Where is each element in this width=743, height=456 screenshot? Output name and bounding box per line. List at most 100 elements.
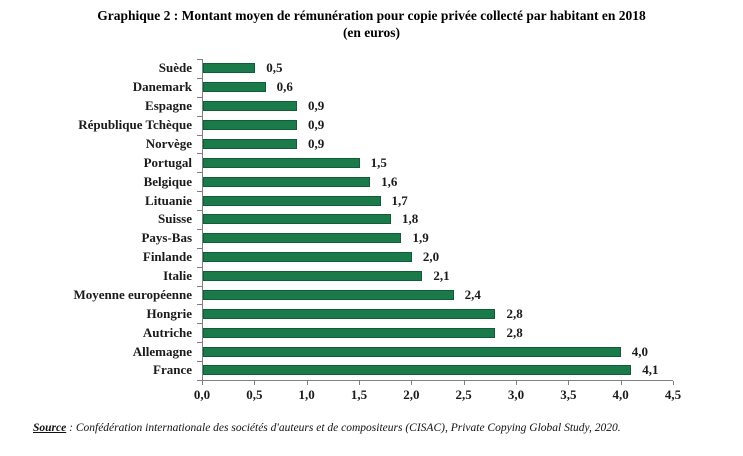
x-axis-tick bbox=[254, 381, 256, 385]
bar bbox=[203, 101, 297, 112]
value-label: 1,8 bbox=[402, 211, 419, 227]
x-axis-tick bbox=[673, 381, 674, 385]
bar-row: Danemark 0,6 bbox=[0, 77, 743, 98]
category-label: Pays-Bas bbox=[141, 230, 192, 246]
value-label: 0,5 bbox=[266, 60, 283, 76]
category-label: Portugal bbox=[143, 154, 192, 170]
value-label: 4,0 bbox=[631, 343, 649, 359]
category-label: Autriche bbox=[142, 324, 192, 340]
category-label: Suisse bbox=[158, 211, 192, 227]
bar-track: 1,8 bbox=[197, 210, 673, 230]
bar bbox=[203, 308, 496, 319]
bar bbox=[203, 82, 266, 93]
bar-track: 1,7 bbox=[197, 191, 673, 211]
x-axis: 0,0 0,5 1,0 1,5 2,0 2,5 3,0 3,5 4,0 4,5 bbox=[194, 380, 681, 407]
bar bbox=[203, 63, 256, 74]
x-axis-tick-label: 3,0 bbox=[507, 387, 525, 402]
value-label: 0,9 bbox=[308, 135, 325, 151]
bar bbox=[203, 365, 632, 376]
category-label: Allemagne bbox=[132, 343, 192, 359]
value-label: 2,8 bbox=[506, 305, 523, 321]
bar bbox=[203, 289, 454, 300]
x-axis-tick bbox=[202, 381, 203, 385]
bar bbox=[203, 233, 402, 244]
category-label: Hongrie bbox=[146, 305, 193, 321]
bar-track: 1,5 bbox=[197, 153, 673, 174]
value-label: 0,9 bbox=[308, 98, 325, 114]
bar bbox=[203, 346, 621, 357]
source-label: Source bbox=[33, 422, 67, 434]
chart-title: Graphique 2 : Montant moyen de rémunérat… bbox=[0, 0, 743, 41]
bar bbox=[203, 138, 297, 149]
x-axis-tick bbox=[620, 381, 622, 385]
bar-row: Portugal 1,5 bbox=[0, 153, 743, 174]
bar-track: 4,0 bbox=[197, 342, 673, 362]
bar-track: 2,4 bbox=[197, 285, 673, 306]
x-axis-tick-label: 3,5 bbox=[560, 387, 577, 402]
value-label: 1,6 bbox=[381, 173, 398, 189]
value-label: 2,0 bbox=[422, 249, 440, 265]
bar bbox=[203, 176, 371, 187]
bar-rows: Suède 0,5 Danemark 0,6 Espagne 0,9 République … bbox=[0, 59, 743, 381]
bar bbox=[203, 271, 423, 282]
x-axis-tick-label: 0,5 bbox=[246, 387, 263, 402]
bar bbox=[203, 120, 297, 131]
value-label: 1,9 bbox=[412, 230, 429, 246]
bar bbox=[203, 327, 496, 338]
bar bbox=[203, 252, 412, 263]
bar-track: 4,1 bbox=[197, 361, 673, 381]
bar-row: Pays-Bas 1,9 bbox=[0, 228, 743, 249]
x-axis-tick bbox=[463, 381, 465, 385]
source-text: Confédération internationale des société… bbox=[75, 422, 621, 434]
value-label: 1,7 bbox=[391, 192, 408, 208]
bar-track: 2,0 bbox=[197, 247, 673, 268]
bar bbox=[203, 157, 360, 168]
bar-row: Belgique 1,6 bbox=[0, 172, 743, 192]
category-label: République Tchèque bbox=[78, 117, 192, 133]
bar-track: 0,6 bbox=[197, 77, 673, 98]
bar bbox=[203, 214, 391, 225]
value-label: 2,4 bbox=[464, 286, 481, 302]
bar-row: Allemagne 4,0 bbox=[0, 342, 743, 362]
x-axis-tick-label: 1,0 bbox=[298, 387, 315, 402]
bar-row: Norvège 0,9 bbox=[0, 134, 743, 155]
x-axis-tick-label: 4,5 bbox=[664, 387, 682, 402]
bar-track: 2,8 bbox=[197, 323, 673, 343]
bar-row: Hongrie 2,8 bbox=[0, 304, 743, 325]
value-label: 2,8 bbox=[506, 324, 523, 340]
bar-row: Lituanie 1,7 bbox=[0, 191, 743, 211]
bar-track: 0,9 bbox=[197, 134, 673, 155]
bar-track: 0,9 bbox=[197, 96, 673, 117]
bar-track: 1,6 bbox=[197, 172, 673, 192]
bar-row: France 4,1 bbox=[0, 361, 743, 381]
x-axis-tick bbox=[411, 381, 413, 385]
value-label: 0,9 bbox=[308, 117, 325, 133]
bar-row: Autriche 2,8 bbox=[0, 323, 743, 343]
bar-track: 2,8 bbox=[197, 304, 673, 325]
source-separator: : bbox=[66, 422, 76, 434]
category-label: Suède bbox=[158, 60, 192, 76]
x-axis-tick bbox=[515, 381, 517, 385]
bar-row: Finlande 2,0 bbox=[0, 247, 743, 268]
chart-title-line2: (en euros) bbox=[342, 25, 401, 40]
bar-row: République Tchèque 0,9 bbox=[0, 115, 743, 136]
bar-chart: Suède 0,5 Danemark 0,6 Espagne 0,9 République … bbox=[0, 59, 743, 407]
category-label: France bbox=[153, 362, 192, 378]
x-axis-tick-label: 0,0 bbox=[193, 387, 211, 402]
bar-row: Suisse 1,8 bbox=[0, 210, 743, 230]
category-label: Danemark bbox=[132, 79, 192, 95]
x-axis-tick-label: 2,5 bbox=[455, 387, 472, 402]
x-axis-tick-label: 4,0 bbox=[612, 387, 629, 402]
value-label: 4,1 bbox=[642, 362, 659, 378]
x-axis-tick-label: 2,0 bbox=[403, 387, 420, 402]
x-axis-tick bbox=[568, 381, 570, 385]
bar-row: Suède 0,5 bbox=[0, 59, 743, 79]
category-label: Moyenne européenne bbox=[73, 286, 192, 302]
category-label: Espagne bbox=[145, 98, 192, 114]
bar-track: 0,5 bbox=[197, 59, 673, 79]
source-note: Source : Confédération internationale de… bbox=[33, 421, 712, 436]
value-label: 1,5 bbox=[370, 154, 387, 170]
category-label: Italie bbox=[163, 268, 192, 284]
value-label: 0,6 bbox=[276, 79, 293, 95]
category-label: Lituanie bbox=[145, 192, 192, 208]
